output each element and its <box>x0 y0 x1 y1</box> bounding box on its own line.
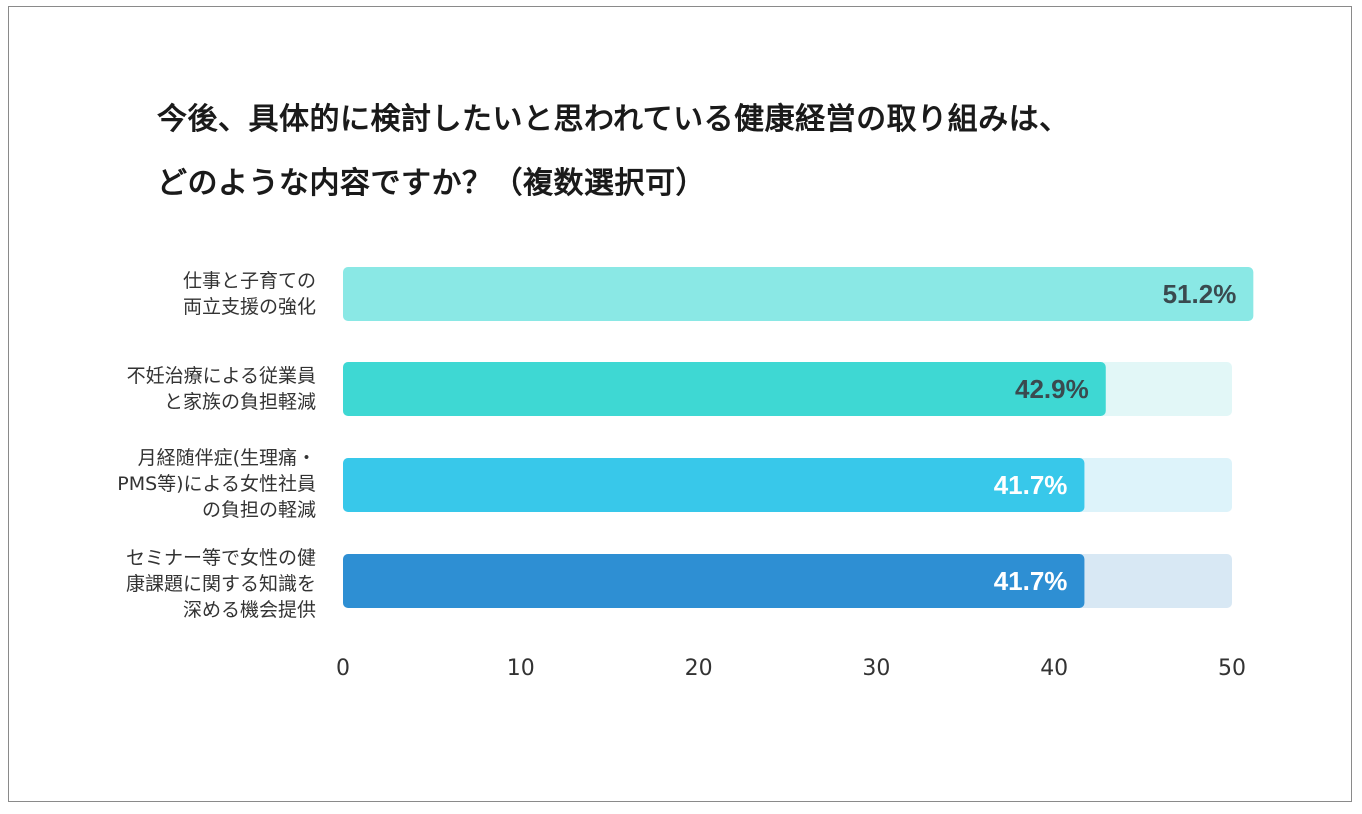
bar-3 <box>343 458 1085 512</box>
category-label-4: セミナー等で女性の健 康課題に関する知識を 深める機会提供 <box>40 545 316 623</box>
category-label-3-line-3: の負担の軽減 <box>201 499 316 521</box>
category-label-3-line-2: PMS等)による女性社員 <box>117 473 316 495</box>
x-tick-30: 30 <box>862 656 891 681</box>
bar-value-label-1: 51.2% <box>1163 279 1237 309</box>
bar-value-label-2: 42.9% <box>1015 374 1089 404</box>
bar-4 <box>343 554 1085 608</box>
chart-title-line-2: どのような内容ですか？（複数選択可） <box>157 166 706 201</box>
bar-1 <box>343 267 1254 321</box>
chart-title-line-1: 今後、具体的に検討したいと思われている健康経営の取り組みは、 <box>157 102 1070 137</box>
chart-title: 今後、具体的に検討したいと思われている健康経営の取り組みは、 どのような内容です… <box>157 88 1257 216</box>
category-label-3-line-1: 月経随伴症(生理痛・ <box>137 447 316 469</box>
x-tick-10: 10 <box>506 656 535 681</box>
x-tick-0: 0 <box>336 656 350 681</box>
x-tick-50: 50 <box>1218 656 1246 681</box>
bar-value-label-4: 41.7% <box>994 566 1068 596</box>
bar-2 <box>343 362 1106 416</box>
category-label-4-line-1: セミナー等で女性の健 <box>125 547 316 569</box>
x-tick-40: 40 <box>1040 656 1069 681</box>
category-label-2-line-2: と家族の負担軽減 <box>163 391 316 413</box>
x-tick-20: 20 <box>684 656 713 681</box>
category-label-4-line-3: 深める機会提供 <box>182 599 316 621</box>
category-label-2: 不妊治療による従業員 と家族の負担軽減 <box>40 363 316 415</box>
bar-value-label-3: 41.7% <box>994 470 1068 500</box>
category-label-1-line-1: 仕事と子育ての <box>182 270 316 292</box>
category-label-1: 仕事と子育ての 両立支援の強化 <box>40 268 316 320</box>
category-label-4-line-2: 康課題に関する知識を <box>125 573 316 595</box>
category-label-3: 月経随伴症(生理痛・ PMS等)による女性社員 の負担の軽減 <box>40 445 316 523</box>
category-label-2-line-1: 不妊治療による従業員 <box>126 365 316 387</box>
category-label-1-line-2: 両立支援の強化 <box>182 296 316 318</box>
